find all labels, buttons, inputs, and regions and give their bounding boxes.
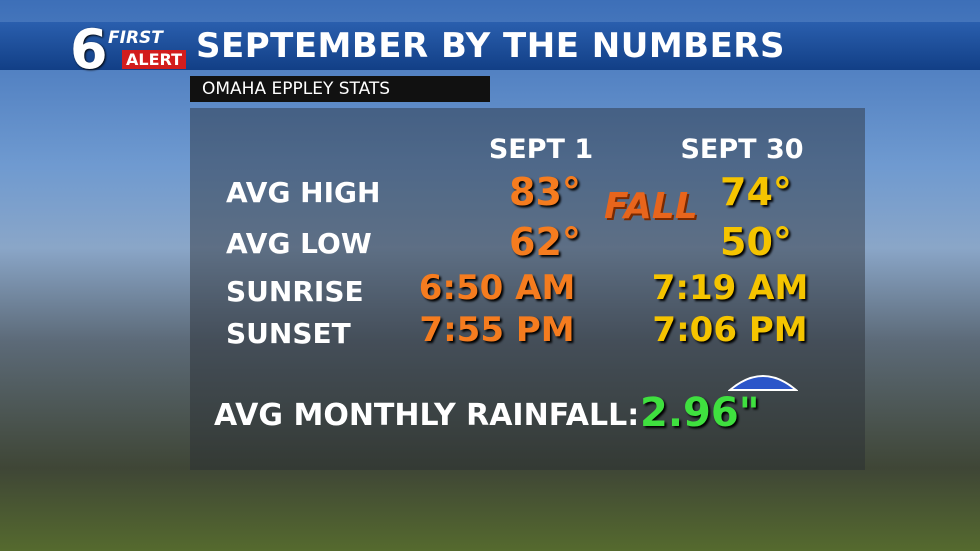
rainfall-value: 2.96" [640, 390, 760, 436]
logo-alert: ALERT [122, 50, 187, 69]
row-label: AVG HIGH [226, 176, 381, 209]
logo-number: 6 [70, 18, 108, 81]
value: 6:50 AM [418, 268, 576, 308]
value: 62° [509, 220, 581, 264]
panel [190, 108, 865, 470]
row-label: SUNSET [226, 317, 351, 350]
value: 50° [720, 220, 792, 264]
value: 7:19 AM [651, 268, 809, 308]
row-label: SUNRISE [226, 275, 364, 308]
logo-first: FIRST [108, 28, 163, 48]
title: SEPTEMBER BY THE NUMBERS [196, 26, 785, 66]
value: 83° [509, 170, 581, 214]
umbrella-icon [728, 375, 798, 391]
value: 7:55 PM [419, 310, 575, 350]
column-header: SEPT 30 [680, 134, 804, 165]
subtitle: OMAHA EPPLEY STATS [190, 76, 490, 102]
fall-graphic: FALL [604, 186, 698, 227]
value: 74° [720, 170, 792, 214]
row-label: AVG LOW [226, 227, 372, 260]
rainfall-label: AVG MONTHLY RAINFALL: [214, 398, 640, 433]
value: 7:06 PM [652, 310, 808, 350]
column-header: SEPT 1 [488, 134, 594, 165]
